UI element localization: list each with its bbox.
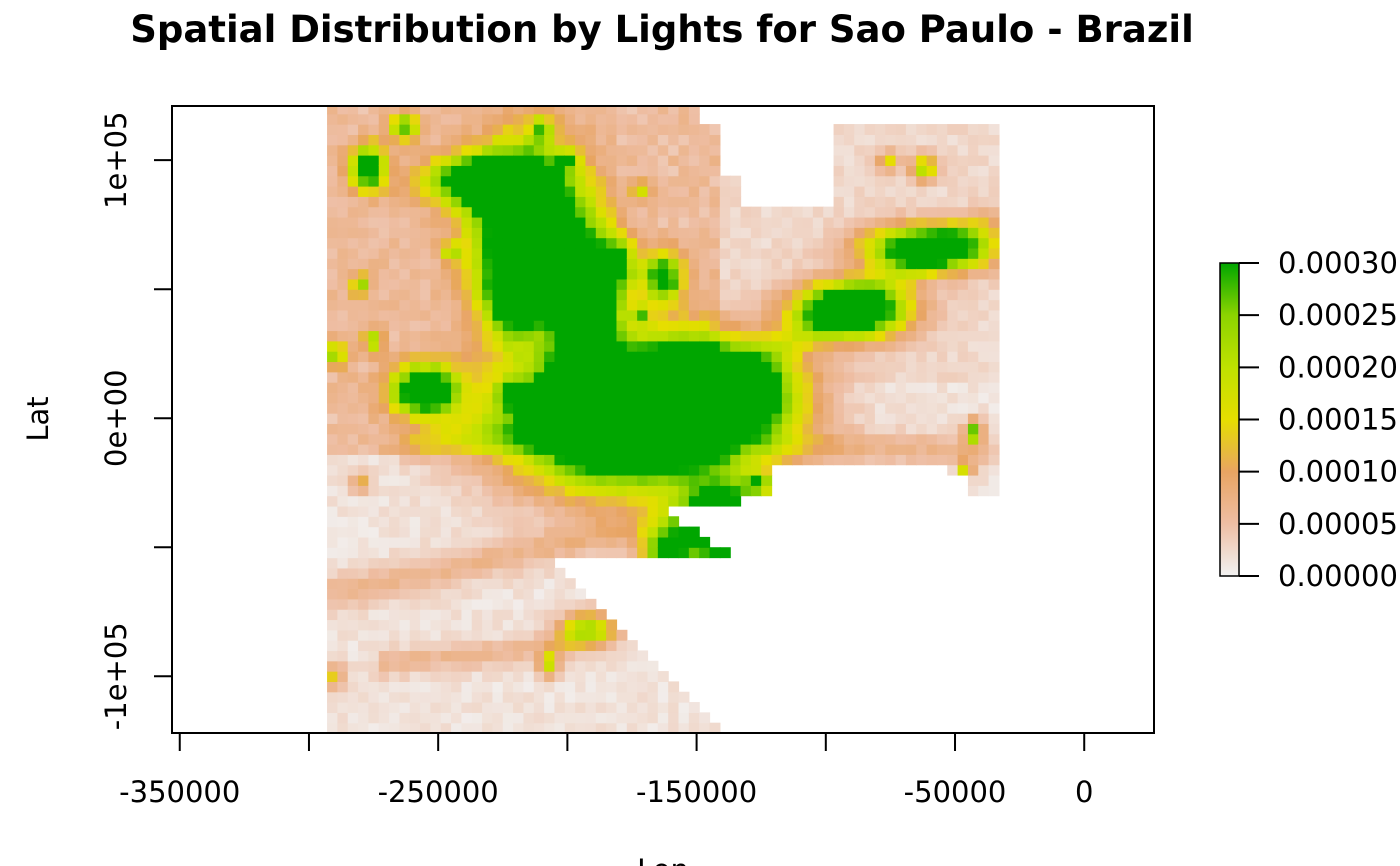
- y-tick-label: 1e+05: [99, 111, 133, 209]
- legend-colorbar: [1219, 262, 1240, 577]
- legend-tick-label: 0.00025: [1278, 298, 1398, 332]
- y-axis: -1e+05 0e+00 1e+05: [99, 111, 172, 730]
- y-tick-label: 0e+00: [99, 369, 133, 467]
- legend-tick-label: 0.00005: [1278, 507, 1398, 541]
- x-tick-label: 0: [1075, 775, 1093, 809]
- legend-tick-label: 0.00015: [1278, 403, 1398, 437]
- y-tick-label: -1e+05: [99, 622, 133, 730]
- x-tick-label: -50000: [904, 775, 1007, 809]
- night-lights-raster: [327, 106, 1000, 733]
- x-axis-label: Lon: [637, 853, 689, 866]
- x-axis: -350000 -250000 -150000 -50000 0: [119, 732, 1093, 809]
- y-axis-label: Lat: [21, 396, 55, 441]
- legend-tick-label: 0.00010: [1278, 455, 1398, 489]
- color-legend: 0.00000 0.00005 0.00010 0.00015 0.00020 0.000…: [1219, 246, 1398, 593]
- x-tick-label: -150000: [636, 775, 757, 809]
- chart-title: Spatial Distribution by Lights for Sao P…: [130, 8, 1194, 51]
- x-tick-label: -350000: [119, 775, 240, 809]
- x-tick-label: -250000: [378, 775, 499, 809]
- legend-tick-label: 0.00020: [1278, 350, 1398, 384]
- legend-tick-label: 0.00030: [1278, 246, 1398, 280]
- legend-tick-label: 0.00000: [1278, 559, 1398, 593]
